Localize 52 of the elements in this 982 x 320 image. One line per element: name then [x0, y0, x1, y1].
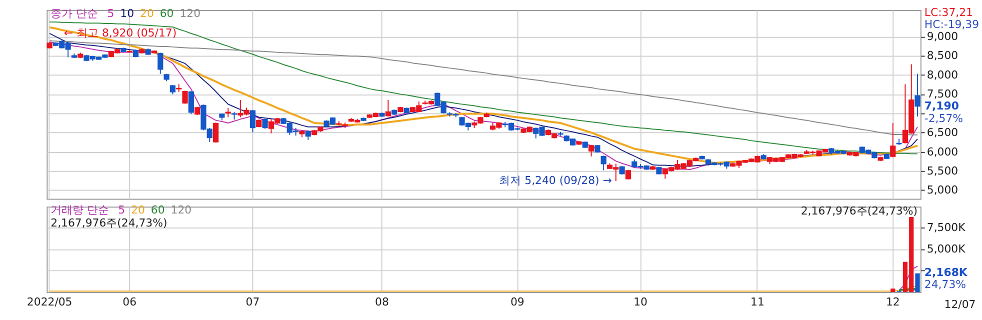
candlestick — [158, 52, 164, 74]
x-tick-label: 09 — [510, 295, 524, 308]
text: 5 — [107, 7, 114, 20]
y-tick-label: 7,500 — [926, 88, 958, 101]
text: LC:37,21 — [924, 6, 974, 20]
annotation: 2,167,976주(24,73%) — [50, 216, 168, 230]
text: 20 — [131, 204, 146, 217]
x-tick-label: 2022/05 — [26, 295, 72, 308]
y-tick-label: 6,500 — [926, 126, 958, 140]
candlestick — [914, 73, 920, 117]
candlestick — [225, 108, 231, 118]
text: -2,57% — [924, 112, 964, 126]
text: 24,73% — [924, 278, 966, 292]
y-tick-label: 5,000 — [926, 184, 958, 197]
bar — [915, 273, 920, 292]
y-tick-label: 5,000K — [926, 242, 966, 256]
y-tick-label: 8,000 — [926, 68, 958, 82]
text: 7,190 — [924, 99, 960, 112]
x-tick-label: 12 — [886, 295, 900, 308]
x-tick-label: 07 — [246, 295, 260, 308]
y-tick-label: 9,000 — [926, 30, 958, 44]
x-tick-label: 08 — [375, 295, 389, 308]
legend-title: 종가 단순 — [50, 7, 98, 20]
candlestick — [188, 90, 194, 115]
legend-title: 거래량 단순 — [50, 204, 110, 217]
text: 5 — [118, 204, 126, 217]
candlestick — [305, 130, 311, 140]
candlestick — [250, 109, 256, 133]
candlestick — [600, 155, 606, 171]
candlestick — [890, 122, 896, 158]
text: 2,168K — [924, 266, 968, 280]
candlestick — [212, 122, 219, 144]
candlestick — [182, 90, 188, 104]
text: 60 — [150, 204, 165, 217]
x-tick-label: 11 — [750, 295, 764, 308]
annotation: 2,167,976주(24,73%) — [800, 204, 918, 218]
y-tick-label: 8,500 — [926, 49, 958, 62]
text: HC:-19,39 — [924, 18, 980, 31]
text: 20 — [140, 7, 154, 20]
text: 120 — [180, 7, 201, 20]
candlestick — [385, 99, 391, 117]
text: 10 — [120, 7, 134, 20]
annotation: 최저 5,240 (09/28) → — [499, 174, 612, 187]
x-tick-label: 06 — [122, 295, 137, 308]
y-tick-label: 7,500K — [926, 220, 966, 234]
text: 120 — [170, 204, 192, 217]
series-label: 60 — [160, 7, 174, 20]
text: 12/07 — [944, 298, 976, 311]
y-tick-label: 6,000 — [926, 145, 958, 158]
x-tick-label: 10 — [634, 295, 648, 308]
y-tick-label: 5,500 — [926, 164, 958, 178]
bar — [890, 288, 896, 292]
